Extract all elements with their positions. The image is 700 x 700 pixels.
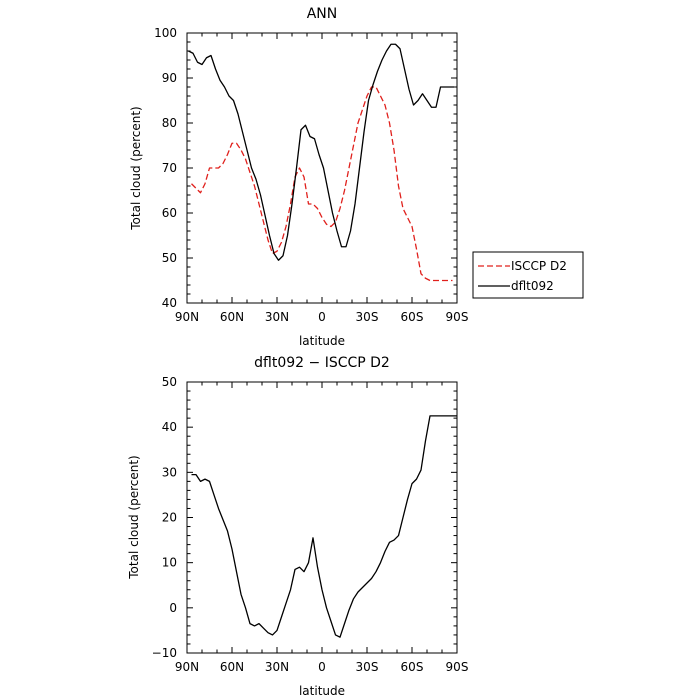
y-tick-label: 10	[162, 556, 177, 570]
x-tick-label: 30S	[356, 660, 379, 674]
y-tick-label: 90	[162, 71, 177, 85]
bottom-x-axis-title: latitude	[299, 684, 345, 698]
x-tick-label: 90N	[175, 310, 199, 324]
bottom-chart: dflt092 − ISCCP D2 90N 60N 30N 0 30S 60S 90S −1…	[127, 355, 468, 698]
x-tick-label: 30N	[265, 310, 289, 324]
top-x-axis-title: latitude	[299, 334, 345, 348]
top-tick-labels: 90N 60N 30N 0 30S 60S 90S 40 50 60 70 80 90 100	[154, 26, 468, 324]
y-tick-label: 30	[162, 465, 177, 479]
x-tick-label: 60N	[220, 660, 244, 674]
y-tick-label: 0	[169, 601, 177, 615]
y-tick-label: −10	[152, 646, 177, 660]
top-plot-frame	[186, 32, 458, 304]
legend-label-isccp: ISCCP D2	[511, 259, 567, 273]
top-y-axis-title: Total cloud (percent)	[129, 106, 143, 230]
y-tick-label: 60	[162, 206, 177, 220]
y-tick-label: 40	[162, 296, 177, 310]
top-axis-ticks	[186, 32, 458, 304]
x-tick-label: 60S	[401, 660, 424, 674]
legend: ISCCP D2 dflt092	[472, 251, 584, 299]
series-line-isccp-d2	[191, 86, 453, 282]
y-tick-label: 40	[162, 420, 177, 434]
y-tick-label: 20	[162, 511, 177, 525]
x-tick-label: 60N	[220, 310, 244, 324]
y-tick-label: 80	[162, 116, 177, 130]
x-tick-label: 90S	[446, 310, 469, 324]
bottom-chart-title: dflt092 − ISCCP D2	[254, 355, 390, 371]
series-line-difference	[191, 415, 457, 638]
x-tick-label: 30N	[265, 660, 289, 674]
x-tick-label: 90S	[446, 660, 469, 674]
y-tick-label: 70	[162, 161, 177, 175]
bottom-plot-frame	[186, 381, 458, 654]
top-chart-title: ANN	[307, 6, 338, 22]
bottom-tick-labels: 90N 60N 30N 0 30S 60S 90S −10 0 10 20 30 40 50	[152, 375, 469, 674]
x-tick-label: 30S	[356, 310, 379, 324]
top-series	[188, 43, 454, 282]
top-chart: ANN 90N 60N 30N 0 30S 60S 90S 40 50 60 70 80 90 100 l…	[129, 6, 468, 348]
x-tick-label: 0	[318, 660, 326, 674]
x-tick-label: 60S	[401, 310, 424, 324]
x-tick-label: 0	[318, 310, 326, 324]
y-tick-label: 100	[154, 26, 177, 40]
legend-box	[472, 251, 584, 299]
y-tick-label: 50	[162, 375, 177, 389]
bottom-y-axis-title: Total cloud (percent)	[127, 455, 141, 579]
bottom-series	[191, 415, 457, 638]
legend-label-dflt092: dflt092	[511, 279, 554, 293]
y-tick-label: 50	[162, 251, 177, 265]
bottom-axis-ticks	[186, 381, 458, 654]
x-tick-label: 90N	[175, 660, 199, 674]
series-line-dflt092	[188, 43, 454, 261]
